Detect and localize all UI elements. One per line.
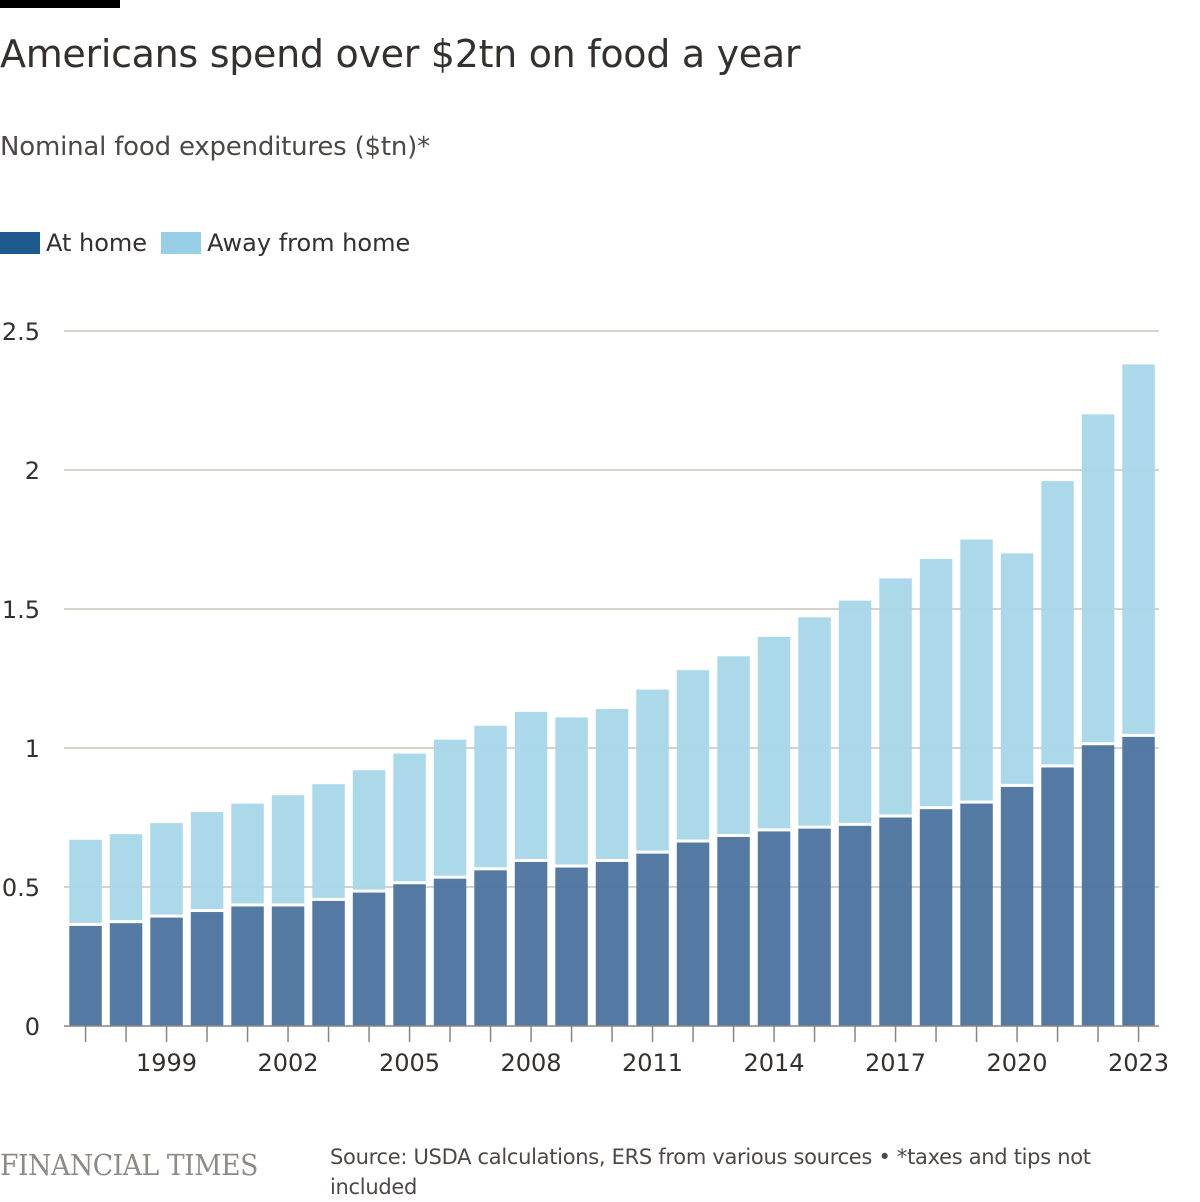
bar-away-from-home-2002 <box>271 795 305 904</box>
bar-away-from-home-1999 <box>150 823 183 915</box>
y-tick-label: 0 <box>25 1013 40 1041</box>
y-axis-tick-labels: 0 0.5 1 1.5 2 2.5 <box>2 318 40 1041</box>
bar-at-home-2020 <box>1000 786 1034 1026</box>
x-tick-label: 2014 <box>744 1049 805 1077</box>
financial-times-logo: FINANCIAL TIMES <box>0 1148 258 1182</box>
bar-at-home-2006 <box>433 878 467 1026</box>
bar-away-from-home-2009 <box>555 717 588 865</box>
bar-at-home-2011 <box>636 853 669 1026</box>
bars <box>69 364 1155 1026</box>
y-tick-label: 1.5 <box>2 596 40 624</box>
chart-title: Americans spend over $2tn on food a year <box>0 32 801 76</box>
bar-away-from-home-2004 <box>352 770 386 890</box>
x-tick-label: 2023 <box>1108 1049 1169 1077</box>
x-axis: 1999 2002 2005 2008 2011 2014 2017 2020 2023 <box>64 1025 1169 1077</box>
bar-at-home-2023 <box>1122 736 1155 1026</box>
bar-away-from-home-1997 <box>69 839 102 923</box>
bar-away-from-home-2020 <box>1000 553 1034 784</box>
legend-item-away-from-home: Away from home <box>161 229 410 257</box>
x-tick-label: 2008 <box>501 1049 562 1077</box>
legend: At home Away from home <box>0 229 424 257</box>
y-tick-label: 2 <box>25 457 40 485</box>
legend-label-at-home: At home <box>46 229 148 257</box>
y-tick-label: 2.5 <box>2 318 40 346</box>
y-tick-label: 1 <box>25 735 40 763</box>
bar-at-home-2012 <box>676 842 710 1026</box>
source-note: Source: USDA calculations, ERS from vari… <box>330 1145 1091 1199</box>
bar-at-home-2014 <box>757 831 791 1026</box>
bar-away-from-home-2010 <box>595 709 629 859</box>
ft-top-bar <box>0 0 120 8</box>
legend-item-at-home: At home <box>0 229 147 257</box>
bar-at-home-2000 <box>190 912 224 1026</box>
bar-at-home-2021 <box>1041 767 1074 1026</box>
bar-at-home-1998 <box>109 923 143 1026</box>
bar-away-from-home-2001 <box>231 803 264 904</box>
bar-at-home-2018 <box>919 809 953 1026</box>
bar-at-home-1997 <box>69 925 102 1026</box>
bar-away-from-home-1998 <box>109 834 143 921</box>
bar-away-from-home-2014 <box>757 636 791 829</box>
bar-at-home-2002 <box>271 906 305 1026</box>
bar-away-from-home-2016 <box>838 600 872 823</box>
bar-at-home-2022 <box>1081 745 1115 1026</box>
x-tick-label: 2020 <box>987 1049 1048 1077</box>
legend-swatch-away-from-home <box>161 232 202 254</box>
bar-at-home-2013 <box>717 836 750 1026</box>
bar-away-from-home-2018 <box>919 558 953 807</box>
bar-at-home-2001 <box>231 906 264 1026</box>
bar-at-home-2003 <box>312 900 345 1026</box>
bar-away-from-home-2011 <box>636 689 669 851</box>
bar-at-home-2005 <box>393 884 426 1026</box>
bar-away-from-home-2019 <box>960 539 993 801</box>
x-tick-label: 2002 <box>258 1049 319 1077</box>
bar-away-from-home-2006 <box>433 739 467 876</box>
chart-subtitle: Nominal food expenditures ($tn)* <box>0 132 430 162</box>
bar-at-home-1999 <box>150 917 183 1026</box>
bar-at-home-2004 <box>352 892 386 1026</box>
bar-away-from-home-2008 <box>514 711 548 859</box>
stacked-bar-chart: 0 0.5 1 1.5 2 2.5 1999 2002 2005 2008 2011 2014 201… <box>2 318 1169 1077</box>
x-tick-label: 2011 <box>622 1049 683 1077</box>
bar-at-home-2009 <box>555 867 588 1026</box>
bar-away-from-home-2005 <box>393 753 426 882</box>
bar-at-home-2019 <box>960 803 993 1026</box>
x-tick-label: 2005 <box>379 1049 440 1077</box>
bar-at-home-2015 <box>798 828 831 1026</box>
bar-away-from-home-2000 <box>190 811 224 910</box>
bar-away-from-home-2023 <box>1122 364 1155 734</box>
legend-label-away-from-home: Away from home <box>207 229 411 257</box>
bar-away-from-home-2007 <box>474 725 507 868</box>
bar-away-from-home-2021 <box>1041 481 1074 765</box>
bar-at-home-2008 <box>514 861 548 1026</box>
legend-swatch-at-home <box>0 232 40 254</box>
bar-away-from-home-2015 <box>798 617 831 826</box>
x-tick-label: 1999 <box>136 1049 197 1077</box>
bar-away-from-home-2012 <box>676 670 710 840</box>
bar-at-home-2010 <box>595 861 629 1026</box>
bar-away-from-home-2017 <box>879 578 912 815</box>
y-tick-label: 0.5 <box>2 874 40 902</box>
bar-at-home-2007 <box>474 870 507 1026</box>
x-tick-label: 2017 <box>865 1049 926 1077</box>
bar-away-from-home-2003 <box>312 784 345 898</box>
bar-away-from-home-2022 <box>1081 414 1115 743</box>
bar-at-home-2017 <box>879 817 912 1026</box>
bar-at-home-2016 <box>838 825 872 1026</box>
bar-away-from-home-2013 <box>717 656 750 834</box>
